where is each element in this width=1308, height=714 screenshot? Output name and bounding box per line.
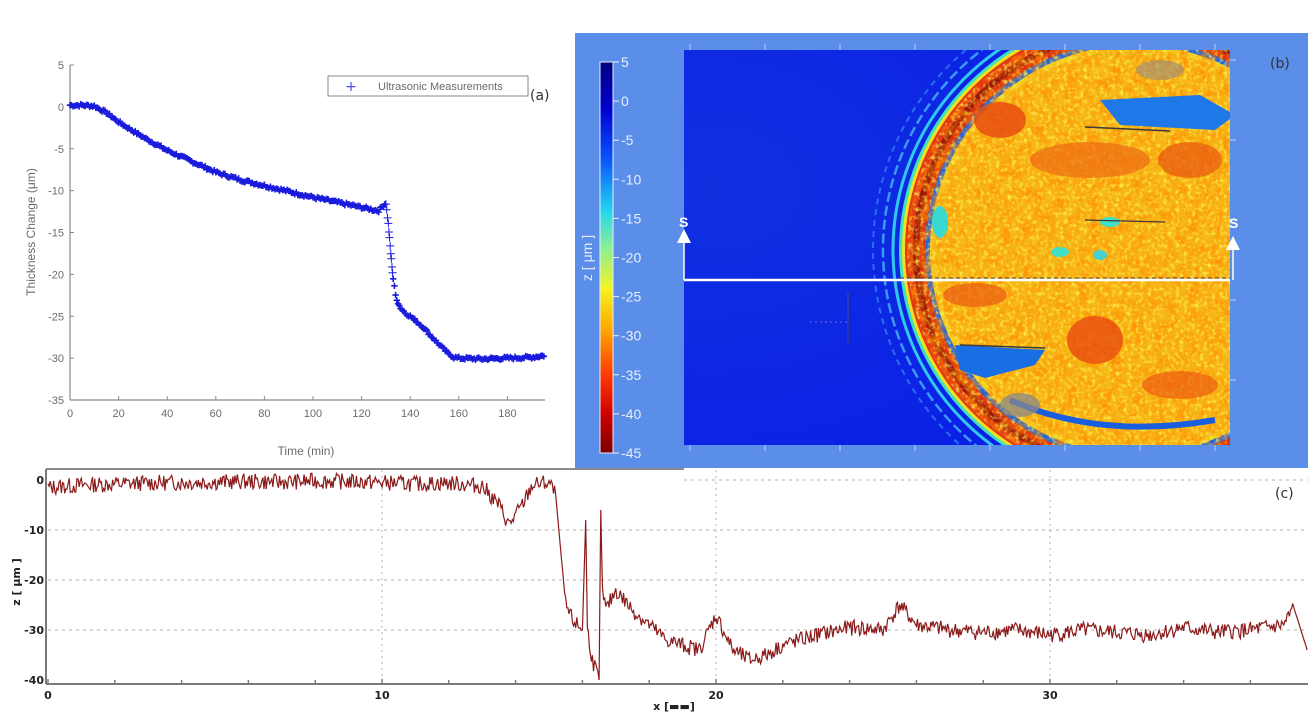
colorbar-tick: -5 bbox=[621, 132, 634, 148]
panel-a-data-point bbox=[201, 162, 209, 170]
panel-a-y-tick: -35 bbox=[48, 395, 64, 407]
colorbar-tick: -25 bbox=[621, 289, 641, 305]
panel-c-y-tick: -30 bbox=[24, 624, 44, 637]
panel-a-y-tick: -30 bbox=[48, 353, 64, 365]
panel-a-legend: + Ultrasonic Measurements bbox=[327, 75, 529, 97]
panel-a-data-point bbox=[384, 219, 393, 228]
profile-line bbox=[47, 471, 1308, 681]
colorbar-tick: -40 bbox=[621, 406, 641, 422]
panel-a-y-tick: -5 bbox=[54, 144, 64, 156]
panel-a-data-point bbox=[393, 297, 401, 304]
panel-a-data-point bbox=[387, 262, 396, 271]
panel-a-data-point bbox=[423, 327, 431, 334]
panel-c-x-tick: 20 bbox=[708, 689, 724, 702]
panel-a-thickness-chart: 5 0 -5 -10 -15 -20 -25 -30 -35 0 20 40 60 80 100 120 14… bbox=[24, 60, 550, 458]
panel-a-x-tick: 180 bbox=[498, 408, 516, 420]
panel-a-data-point bbox=[387, 254, 396, 263]
panel-a-data-point bbox=[383, 213, 392, 222]
panel-c-y-tick: -10 bbox=[24, 524, 44, 537]
surface-height-map bbox=[684, 50, 1230, 445]
panel-a-x-tick: 0 bbox=[67, 408, 73, 420]
section-start-label: S bbox=[679, 214, 688, 230]
panel-a-x-tick: 80 bbox=[258, 408, 270, 420]
panel-a-y-tick: -20 bbox=[48, 269, 64, 281]
panel-a-x-tick: 40 bbox=[161, 408, 173, 420]
panel-a-data-point bbox=[392, 291, 399, 299]
colorbar-tick: 0 bbox=[621, 93, 629, 109]
panel-c-x-label: x [▬▬] bbox=[653, 700, 695, 713]
legend-entry-ultrasonic: Ultrasonic Measurements bbox=[378, 81, 503, 93]
panel-a-data-point bbox=[388, 268, 397, 277]
colorbar-tick: -30 bbox=[621, 328, 641, 344]
panel-c-x-tick: 10 bbox=[374, 689, 390, 702]
panel-a-y-tick: 5 bbox=[58, 60, 64, 72]
panel-a-data-point bbox=[391, 282, 398, 289]
panel-a-data-point bbox=[382, 205, 391, 214]
panel-a-data-point bbox=[386, 241, 395, 250]
colorbar-tick: -35 bbox=[621, 367, 641, 383]
panel-a-x-tick: 100 bbox=[304, 408, 322, 420]
panel-b-label: (b) bbox=[1270, 56, 1290, 72]
colorbar-tick: -15 bbox=[621, 210, 641, 226]
panel-c-y-tick: -40 bbox=[24, 674, 44, 687]
panel-c-x-tick: 30 bbox=[1042, 689, 1058, 702]
panel-a-data-point bbox=[386, 249, 395, 258]
panel-a-data-point bbox=[385, 233, 394, 242]
section-end-arrow-icon bbox=[1226, 236, 1240, 250]
panel-a-data-point bbox=[375, 208, 382, 216]
panel-a-data-point bbox=[411, 315, 418, 323]
panel-a-data-point bbox=[384, 228, 393, 237]
panel-c-label: (c) bbox=[1275, 486, 1294, 502]
panel-a-x-tick: 60 bbox=[210, 408, 222, 420]
map-frame-ticks bbox=[689, 44, 1236, 451]
panel-c-x-tick: 0 bbox=[44, 689, 52, 702]
panel-a-y-tick: -10 bbox=[48, 186, 64, 198]
panel-a-x-tick: 140 bbox=[401, 408, 419, 420]
colorbar-tick: -45 bbox=[621, 445, 641, 461]
section-start-arrow-icon bbox=[677, 229, 691, 243]
section-end-label: S bbox=[1229, 215, 1238, 231]
panel-a-data-point bbox=[440, 344, 447, 352]
panel-a-x-tick: 20 bbox=[112, 408, 124, 420]
colorbar-tick: 5 bbox=[621, 54, 629, 70]
panel-a-data-point bbox=[389, 275, 397, 283]
panel-a-data-point bbox=[101, 107, 109, 114]
colorbar-tick: -20 bbox=[621, 250, 641, 266]
panel-a-x-label: Time (min) bbox=[278, 444, 335, 458]
panel-a-data-point bbox=[396, 302, 403, 309]
panel-c-y-tick: 0 bbox=[36, 474, 44, 487]
panel-a-x-tick: 120 bbox=[352, 408, 370, 420]
panel-a-y-tick: 0 bbox=[58, 102, 64, 114]
panel-a-label: (a) bbox=[530, 88, 550, 104]
panel-a-data-point bbox=[540, 353, 548, 360]
panel-b-surface-map: S S 5 0 -5 -10 -15 -20 -25 -30 -35 -40 -45 z [ μm … bbox=[575, 33, 1308, 468]
panel-a-y-label: Thickness Change (μm) bbox=[24, 168, 38, 296]
panel-a-x-tick: 160 bbox=[450, 408, 468, 420]
panel-c-y-label: z [ μm ] bbox=[10, 558, 23, 606]
panel-a-y-tick: -15 bbox=[48, 228, 64, 240]
colorbar-tick: -10 bbox=[621, 171, 641, 187]
panel-a-data-point bbox=[106, 110, 113, 117]
panel-a-y-tick: -25 bbox=[48, 311, 64, 323]
legend-marker-icon: + bbox=[345, 79, 357, 95]
panel-c-y-tick: -20 bbox=[24, 574, 44, 587]
colorbar-label: z [ μm ] bbox=[579, 235, 595, 281]
panel-a-data-point bbox=[381, 200, 390, 209]
